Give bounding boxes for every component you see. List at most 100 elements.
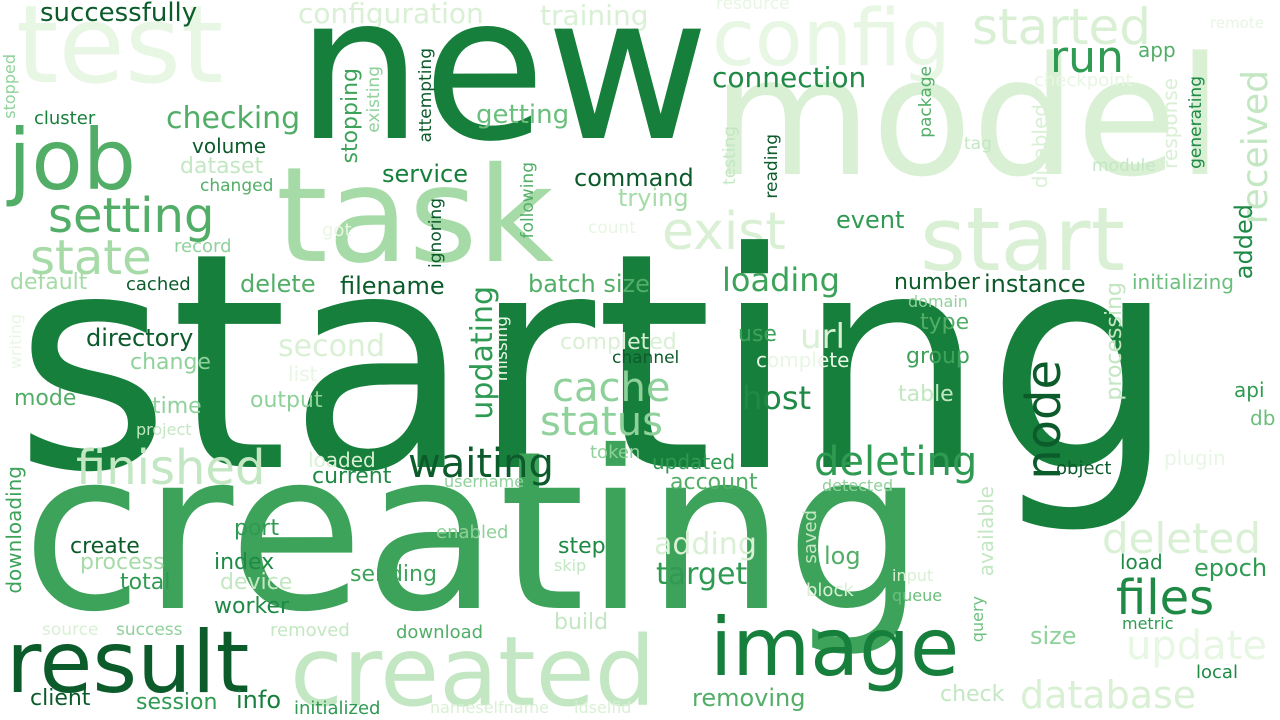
- word-ignoring: ignoring: [426, 198, 446, 268]
- word-files: files: [1116, 570, 1215, 626]
- word-sending: sending: [350, 562, 437, 587]
- word-received: received: [1235, 70, 1276, 225]
- word-second: second: [278, 329, 385, 364]
- word-host: host: [742, 379, 812, 417]
- word-number: number: [894, 270, 980, 295]
- word-success: success: [116, 620, 183, 640]
- word-directory: directory: [86, 324, 194, 352]
- word-delete: delete: [240, 270, 316, 298]
- word-status: status: [540, 399, 663, 445]
- word-detected: detected: [822, 476, 894, 495]
- word-url: url: [800, 317, 845, 357]
- word-test: test: [16, 0, 224, 108]
- word-update: update: [1126, 623, 1267, 669]
- word-added: added: [1230, 204, 1258, 280]
- word-change: change: [130, 350, 211, 375]
- word-local: local: [1196, 662, 1238, 683]
- word-username: username: [444, 472, 524, 491]
- word-time: time: [152, 394, 202, 419]
- word-reading: reading: [762, 134, 782, 199]
- word-event: event: [836, 206, 905, 234]
- word-build: build: [554, 610, 609, 635]
- word-metric: metric: [1122, 614, 1174, 633]
- word-query: query: [968, 596, 987, 643]
- word-app: app: [1138, 38, 1176, 62]
- word-completed: completed: [560, 330, 677, 355]
- word-setting: setting: [48, 188, 215, 244]
- word-result: result: [6, 613, 250, 713]
- word-use: use: [738, 322, 777, 347]
- word-object: object: [1056, 458, 1112, 479]
- word-getting: getting: [476, 100, 570, 130]
- word-image: image: [710, 601, 960, 694]
- word-instance: instance: [984, 270, 1086, 298]
- word-size: size: [1030, 622, 1077, 650]
- word-writing: writing: [6, 314, 25, 370]
- word-config: config: [712, 0, 951, 84]
- word-generating: generating: [1186, 76, 1206, 169]
- word-removed: removed: [270, 620, 350, 641]
- word-stopping: stopping: [338, 68, 363, 164]
- word-command: command: [574, 164, 694, 192]
- word-skip: skip: [554, 556, 587, 575]
- word-creating: creating: [22, 404, 926, 660]
- word-check: check: [940, 682, 1005, 707]
- word-exist: exist: [662, 202, 786, 262]
- word-job: job: [8, 111, 137, 209]
- word-volume: volume: [192, 134, 267, 158]
- word-token: token: [590, 442, 641, 463]
- word-module: module: [1092, 156, 1156, 176]
- word-remote: remote: [1210, 14, 1264, 32]
- word-domain: domain: [908, 292, 968, 311]
- word-database: database: [1020, 673, 1197, 717]
- word-resource: resource: [716, 0, 790, 14]
- word-deleted: deleted: [1102, 514, 1261, 563]
- word-input: input: [892, 566, 934, 585]
- word-state: state: [30, 230, 152, 286]
- word-missing: missing: [492, 316, 512, 382]
- word-client: client: [30, 686, 91, 711]
- word-current: current: [312, 464, 392, 489]
- word-nameselfname: nameselfname: [430, 698, 550, 717]
- word-adding: adding: [654, 527, 757, 562]
- word-enabled: enabled: [436, 522, 509, 543]
- word-source: source: [42, 620, 99, 640]
- word-checking: checking: [166, 101, 301, 136]
- word-total: total: [120, 570, 171, 595]
- word-created: created: [290, 616, 656, 720]
- word-updated: updated: [652, 450, 736, 474]
- word-session: session: [136, 690, 218, 715]
- word-successfully: successfully: [40, 0, 198, 28]
- word-changed: changed: [200, 176, 274, 196]
- word-batch-size: batch size: [528, 270, 650, 298]
- word-attempting: attempting: [416, 48, 436, 143]
- word-api: api: [1234, 378, 1265, 402]
- word-following: following: [518, 162, 538, 239]
- word-db: db: [1250, 406, 1276, 430]
- word-type: type: [920, 310, 970, 335]
- word-disabled: disabled: [1028, 104, 1052, 189]
- word-record: record: [174, 236, 232, 257]
- word-downloading: downloading: [2, 466, 26, 594]
- word-model: model: [712, 22, 1223, 213]
- word-removing: removing: [692, 684, 806, 712]
- word-cached: cached: [126, 274, 191, 295]
- word-dataset: dataset: [180, 154, 264, 179]
- word-epoch: epoch: [1194, 554, 1268, 582]
- word-block: block: [806, 580, 854, 601]
- word-index: index: [214, 550, 275, 575]
- word-port: port: [234, 516, 280, 541]
- word-task: task: [276, 139, 554, 293]
- word-plugin: plugin: [1164, 446, 1226, 470]
- word-run: run: [1050, 32, 1124, 83]
- word-loaded: loaded: [308, 448, 376, 472]
- word-saved: saved: [800, 510, 821, 564]
- word-create: create: [70, 534, 140, 559]
- word-existing: existing: [364, 66, 384, 133]
- word-response: response: [1158, 78, 1182, 169]
- word-project: project: [136, 420, 192, 439]
- word-deleting: deleting: [814, 439, 978, 485]
- word-target: target: [656, 557, 748, 592]
- word-testing: testing: [720, 126, 740, 185]
